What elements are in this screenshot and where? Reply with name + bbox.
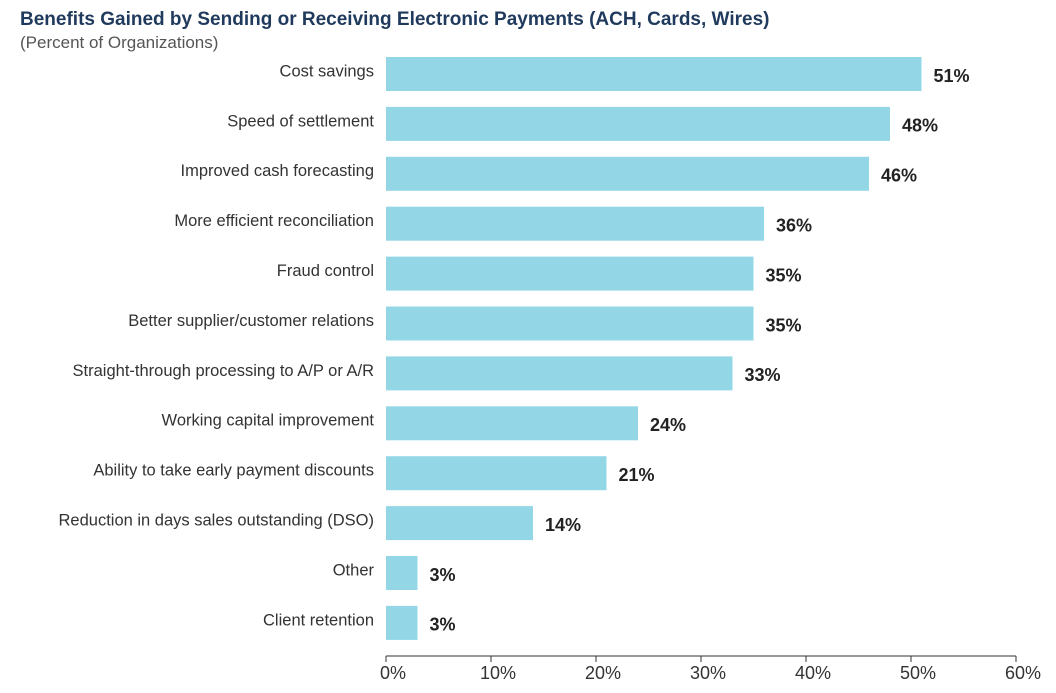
bar: [386, 57, 922, 91]
bar: [386, 556, 418, 590]
x-tick-label: 20%: [585, 663, 621, 683]
x-tick-label: 30%: [690, 663, 726, 683]
x-tick-label: 40%: [795, 663, 831, 683]
bar: [386, 356, 733, 391]
value-label: 46%: [881, 166, 917, 186]
x-tick-label: 0%: [380, 663, 406, 683]
value-label: 48%: [902, 116, 938, 136]
category-label: Reduction in days sales outstanding (DSO…: [59, 511, 375, 529]
bar: [386, 506, 533, 541]
category-label: More efficient reconciliation: [174, 212, 374, 230]
x-tick-label: 60%: [1005, 663, 1041, 683]
bar: [386, 456, 607, 491]
value-label: 3%: [430, 615, 456, 635]
bar: [386, 256, 754, 291]
value-label: 35%: [766, 265, 802, 285]
category-label: Ability to take early payment discounts: [93, 462, 374, 480]
category-label: Cost savings: [280, 62, 374, 80]
value-label: 14%: [545, 515, 581, 535]
value-label: 3%: [430, 565, 456, 585]
category-label: Fraud control: [277, 262, 374, 280]
bar: [386, 605, 418, 640]
bar: [386, 306, 754, 341]
category-label: Speed of settlement: [227, 112, 374, 130]
value-label: 24%: [650, 415, 686, 435]
bar: [386, 106, 890, 141]
x-tick-label: 50%: [900, 663, 936, 683]
value-label: 35%: [766, 315, 802, 335]
category-label: Improved cash forecasting: [180, 162, 374, 180]
chart-subtitle: (Percent of Organizations): [20, 33, 219, 52]
bar: [386, 206, 764, 241]
bar: [386, 156, 869, 191]
category-label: Client retention: [263, 611, 374, 629]
value-label: 33%: [745, 365, 781, 385]
value-label: 51%: [934, 66, 970, 86]
category-label: Straight-through processing to A/P or A/…: [73, 362, 375, 380]
category-label: Other: [333, 561, 375, 579]
category-label: Better supplier/customer relations: [128, 312, 374, 330]
value-label: 36%: [776, 215, 812, 235]
category-label: Working capital improvement: [162, 412, 375, 430]
chart-title: Benefits Gained by Sending or Receiving …: [20, 9, 770, 30]
x-tick-label: 10%: [480, 663, 516, 683]
value-label: 21%: [619, 465, 655, 485]
bar: [386, 406, 638, 441]
